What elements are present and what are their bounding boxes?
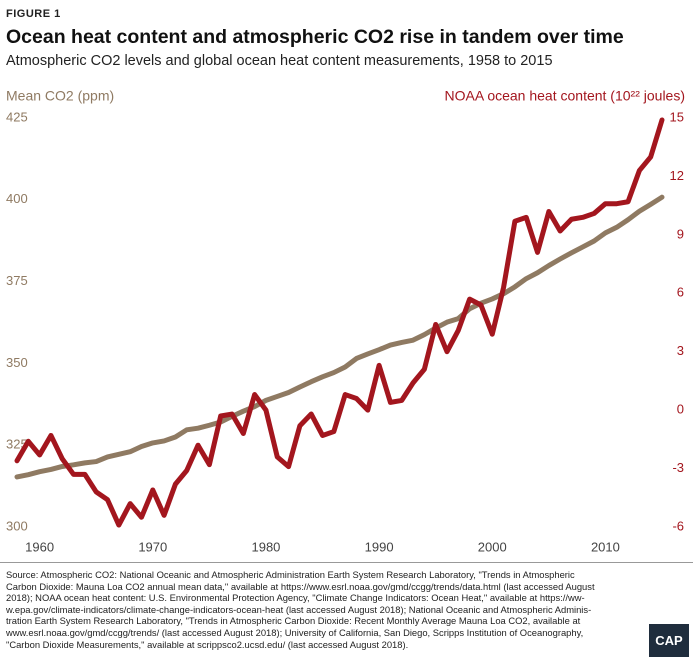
source-line: 2018); NOAA ocean heat content: U.S. Env… [6, 592, 585, 604]
source-note: Source: Atmospheric CO2: National Oceani… [6, 569, 626, 650]
y2-tick-label: 0 [677, 402, 684, 417]
chart-title: Ocean heat content and atmospheric CO2 r… [6, 26, 624, 48]
chart-subtitle: Atmospheric CO2 levels and global ocean … [6, 53, 553, 69]
source-line: w.epa.gov/climate-indicators/climate-cha… [6, 603, 592, 615]
y-axis-title: Mean CO2 (ppm) [6, 88, 114, 104]
y-tick-label: 350 [6, 355, 28, 370]
source-line: Carbon Dioxide: Mauna Loa CO2 annual mea… [6, 580, 595, 592]
x-tick-label: 1980 [251, 539, 280, 554]
y-tick-label: 400 [6, 191, 28, 206]
y2-tick-label: -6 [672, 518, 684, 533]
x-tick-label: 1960 [25, 539, 54, 554]
x-tick-label: 2010 [591, 539, 620, 554]
x-tick-label: 1970 [138, 539, 167, 554]
y2-tick-label: 15 [670, 109, 684, 124]
chart: FIGURE 1 Ocean heat content and atmosphe… [6, 8, 685, 555]
y2-tick-label: 6 [677, 285, 684, 300]
source-line: Source: Atmospheric CO2: National Oceani… [6, 569, 575, 580]
y2-tick-label: 9 [677, 226, 684, 241]
y-tick-label: 375 [6, 273, 28, 288]
x-tick-label: 1990 [365, 539, 394, 554]
x-tick-label: 2000 [478, 539, 507, 554]
logo: CAP [649, 624, 689, 657]
y-tick-label: 425 [6, 109, 28, 124]
source-line: www.esrl.noaa.gov/gmd/ccgg/trends/ (last… [6, 626, 584, 638]
divider [0, 562, 693, 563]
figure-label: FIGURE 1 [6, 8, 61, 20]
y2-tick-label: 3 [677, 343, 684, 358]
series-line [14, 194, 665, 480]
y2-tick-label: -3 [672, 460, 684, 475]
series-line [14, 117, 665, 528]
y2-tick-label: 12 [670, 168, 684, 183]
source-line: tration Earth System Research Laboratory… [6, 615, 581, 627]
y2-axis-title: NOAA ocean heat content (10²² joules) [445, 88, 685, 104]
source-line: "Carbon Dioxide Measurements," available… [6, 638, 409, 650]
y-tick-label: 300 [6, 518, 28, 533]
